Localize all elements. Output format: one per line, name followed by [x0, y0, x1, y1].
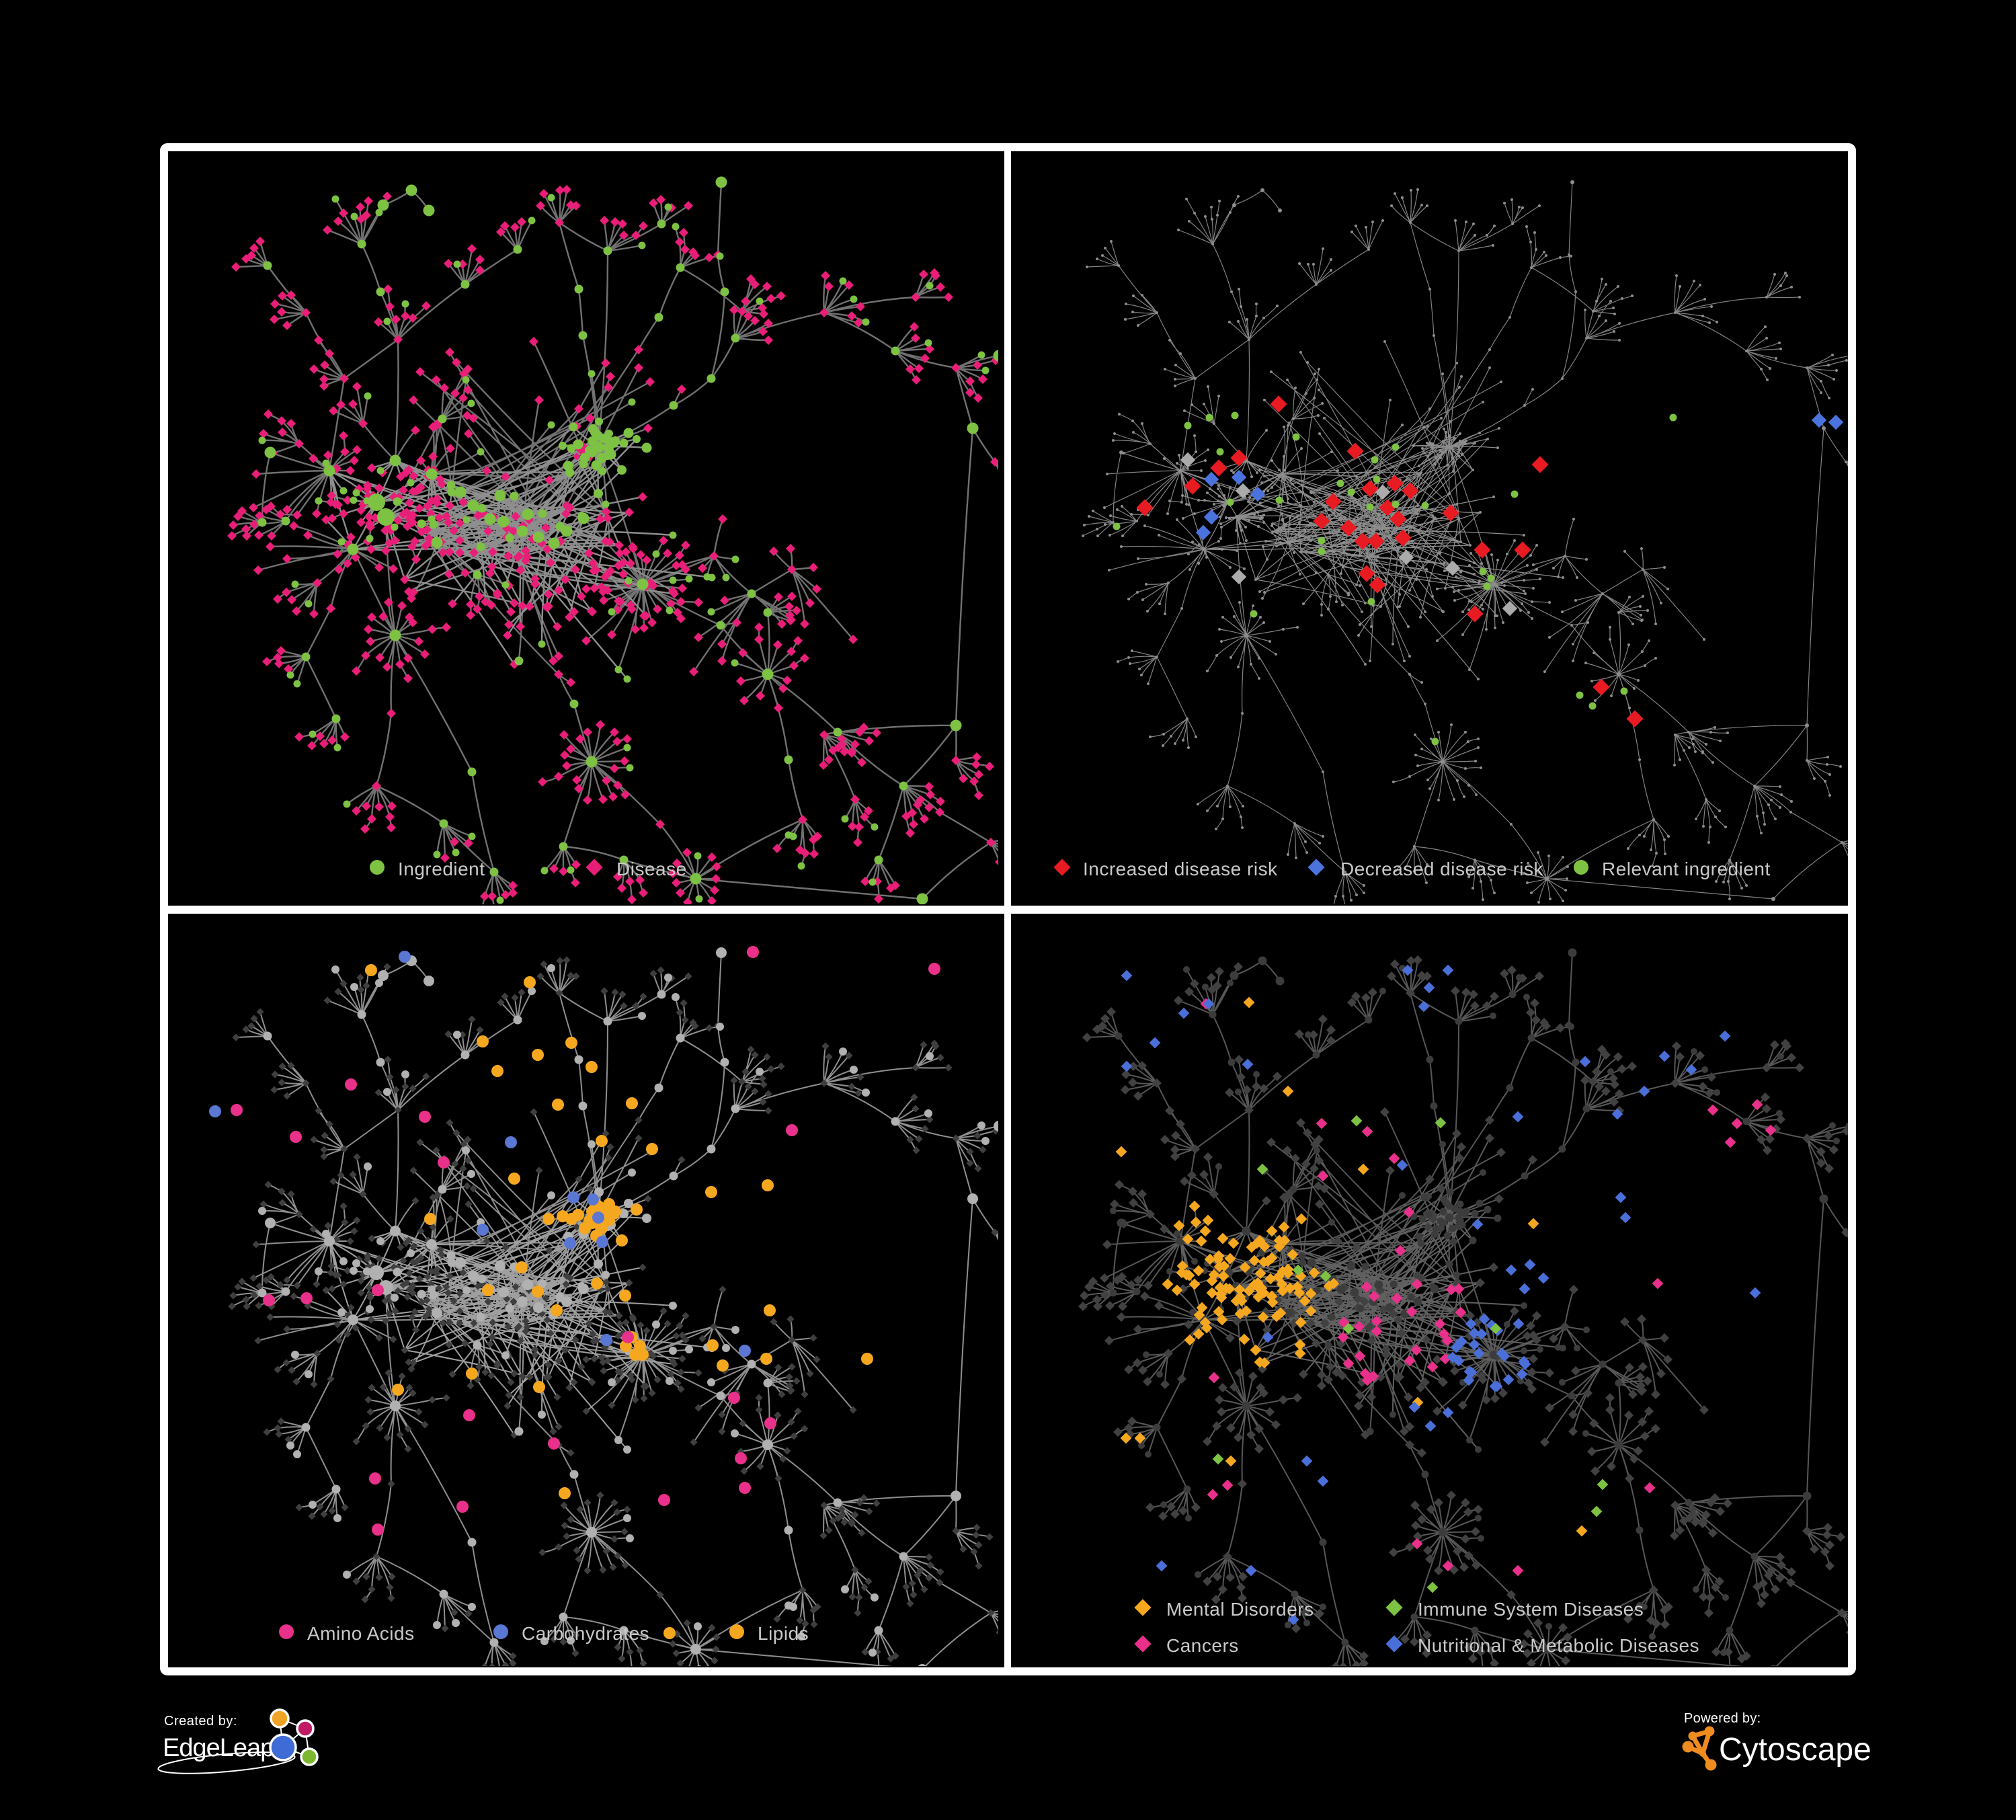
svg-text:Ingredient: Ingredient	[398, 859, 485, 879]
svg-text:Relevant ingredient: Relevant ingredient	[1602, 859, 1771, 879]
svg-text:Disease: Disease	[616, 859, 687, 879]
svg-text:Cancers: Cancers	[1166, 1635, 1239, 1656]
svg-text:Carbohydrates: Carbohydrates	[522, 1623, 649, 1644]
svg-text:Lipids: Lipids	[758, 1623, 809, 1644]
svg-text:Created by:: Created by:	[164, 1714, 237, 1729]
svg-text:Powered by:: Powered by:	[1684, 1711, 1761, 1726]
svg-text:Increased disease risk: Increased disease risk	[1083, 859, 1278, 879]
svg-text:Cytoscape: Cytoscape	[1719, 1732, 1871, 1768]
svg-text:Immune System Diseases: Immune System Diseases	[1418, 1599, 1644, 1620]
svg-text:Nutritional & Metabolic Diseas: Nutritional & Metabolic Diseases	[1418, 1635, 1699, 1656]
svg-text:Amino Acids: Amino Acids	[307, 1623, 415, 1644]
svg-text:Mental Disorders: Mental Disorders	[1166, 1599, 1314, 1620]
svg-text:EdgeLeap: EdgeLeap	[163, 1734, 274, 1762]
svg-text:Decreased disease risk: Decreased disease risk	[1340, 859, 1544, 879]
